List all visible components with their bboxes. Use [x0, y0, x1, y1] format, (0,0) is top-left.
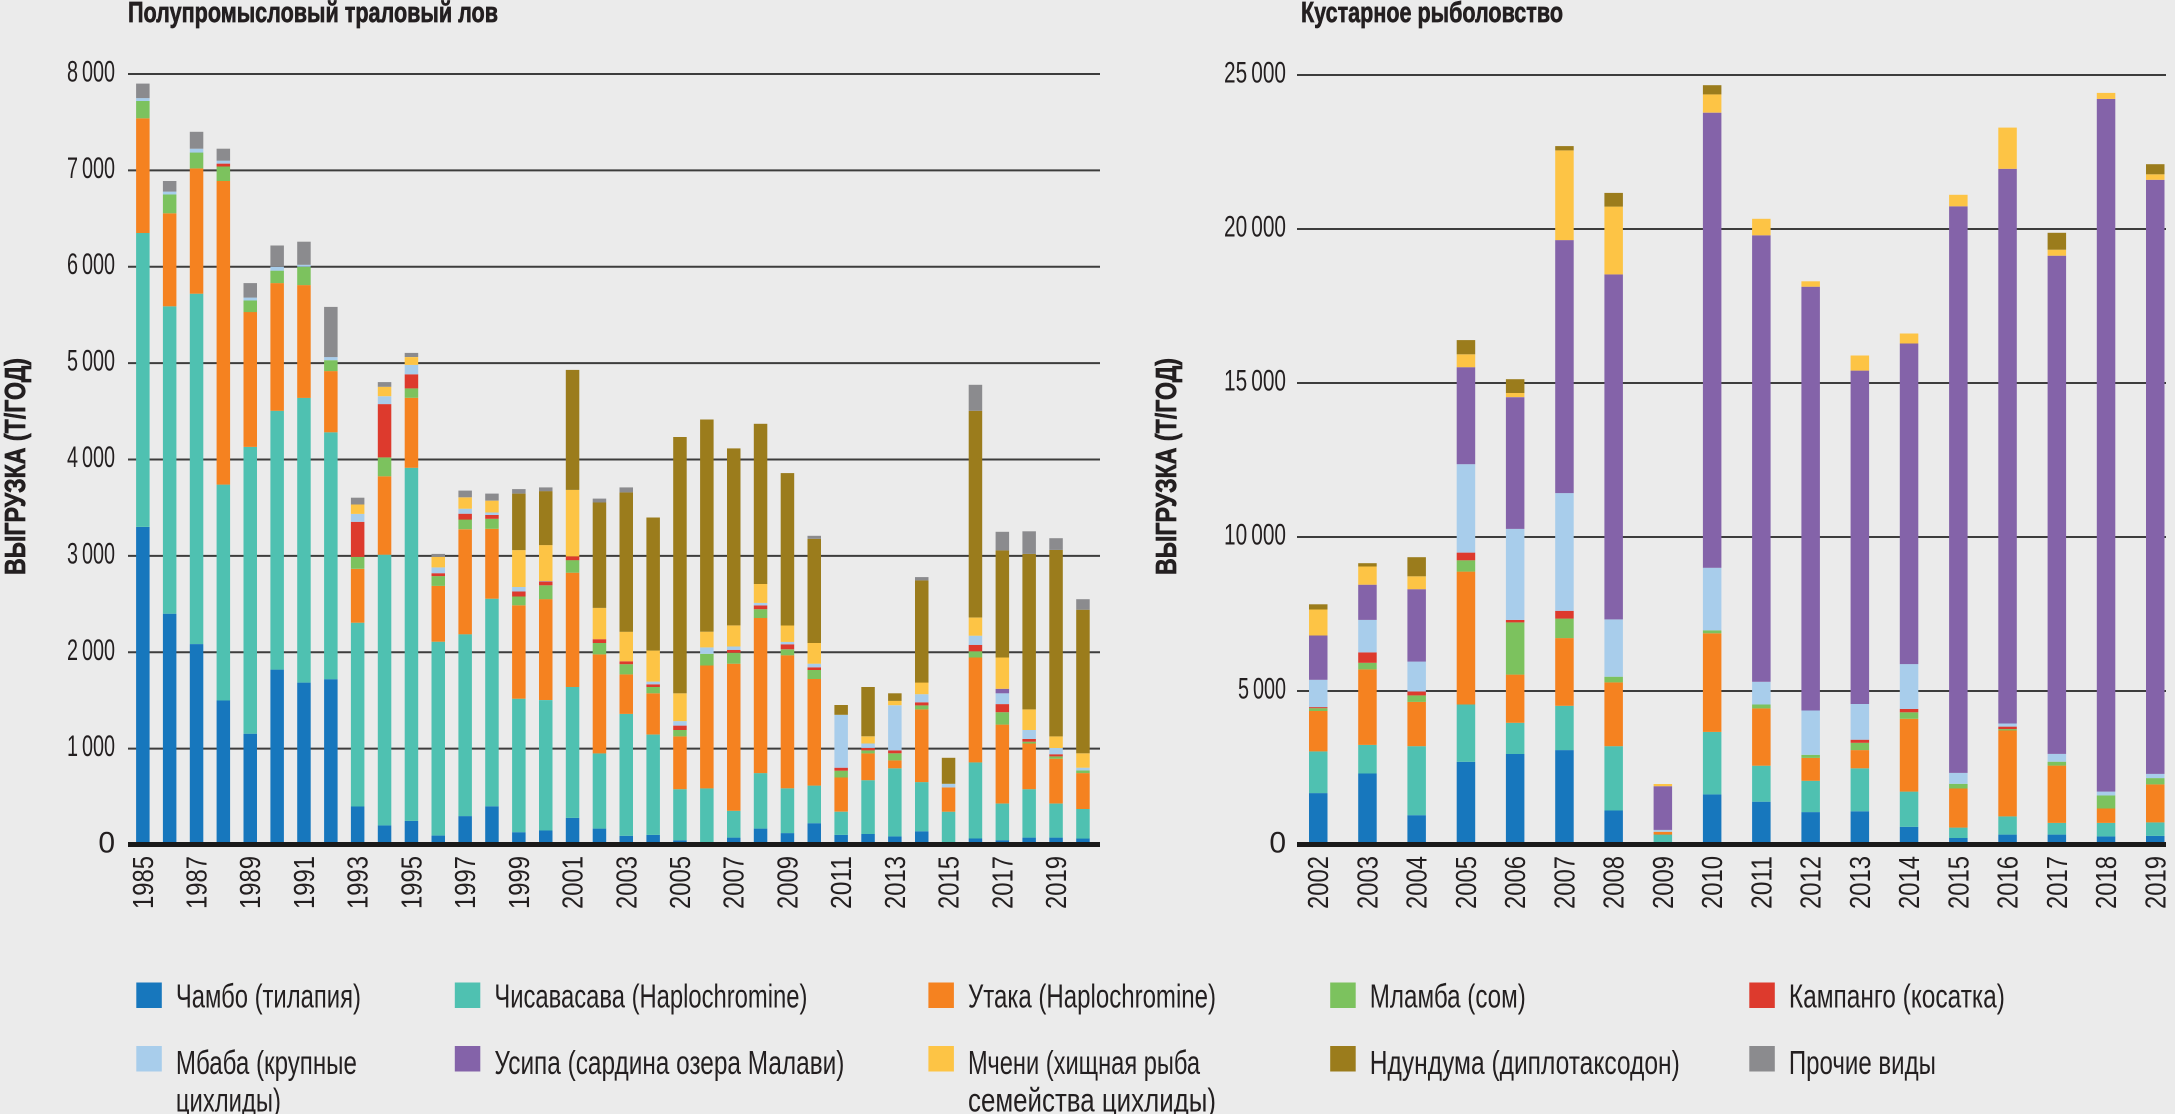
svg-text:2001: 2001	[558, 856, 590, 909]
svg-text:цихлиды): цихлиды)	[176, 1082, 281, 1114]
svg-text:1 000: 1 000	[67, 730, 115, 763]
svg-text:5 000: 5 000	[1238, 673, 1286, 706]
svg-text:2015: 2015	[934, 856, 966, 909]
svg-text:1987: 1987	[182, 856, 214, 909]
svg-text:7 000: 7 000	[67, 152, 115, 185]
svg-text:2006: 2006	[1500, 856, 1532, 909]
svg-text:1989: 1989	[235, 856, 267, 909]
svg-text:2013: 2013	[880, 856, 912, 909]
svg-text:Мбаба (крупные: Мбаба (крупные	[176, 1044, 357, 1081]
svg-text:1997: 1997	[450, 856, 482, 909]
svg-text:10 000: 10 000	[1224, 519, 1286, 552]
svg-text:2017: 2017	[987, 856, 1019, 909]
svg-text:1993: 1993	[343, 856, 375, 909]
svg-text:Кампанго (косатка): Кампанго (косатка)	[1789, 978, 2005, 1015]
svg-text:2007: 2007	[719, 856, 751, 909]
svg-text:2015: 2015	[1943, 856, 1975, 909]
svg-text:ВЫГРУЗКА (Т/ГОД): ВЫГРУЗКА (Т/ГОД)	[0, 358, 32, 575]
svg-text:Ндундума (диплотаксодон): Ндундума (диплотаксодон)	[1370, 1044, 1680, 1081]
svg-text:2012: 2012	[1796, 856, 1828, 909]
svg-text:2018: 2018	[2091, 856, 2123, 909]
svg-text:Прочие виды: Прочие виды	[1789, 1044, 1936, 1081]
svg-text:Усипа (сардина озера Малави): Усипа (сардина озера Малави)	[494, 1044, 844, 1081]
svg-text:3 000: 3 000	[67, 537, 115, 570]
svg-text:семейства цихлиды): семейства цихлиды)	[968, 1082, 1216, 1114]
svg-text:2003: 2003	[1352, 856, 1384, 909]
svg-text:2011: 2011	[1746, 856, 1778, 909]
svg-text:6 000: 6 000	[67, 248, 115, 281]
svg-text:15 000: 15 000	[1224, 365, 1286, 398]
svg-text:Чисавасава (Haplochromine): Чисавасава (Haplochromine)	[494, 978, 807, 1015]
svg-text:0: 0	[1269, 827, 1286, 860]
svg-text:1991: 1991	[289, 856, 321, 909]
svg-text:2017: 2017	[2042, 856, 2074, 909]
svg-text:2009: 2009	[1648, 856, 1680, 909]
svg-text:2002: 2002	[1303, 856, 1335, 909]
svg-text:2004: 2004	[1402, 856, 1434, 909]
svg-text:2008: 2008	[1599, 856, 1631, 909]
svg-text:Кустарное рыболовство: Кустарное рыболовство	[1301, 0, 1563, 29]
svg-text:Чамбо (тилапия): Чамбо (тилапия)	[176, 978, 361, 1015]
svg-text:2010: 2010	[1697, 856, 1729, 909]
svg-text:2011: 2011	[826, 856, 858, 909]
svg-text:1995: 1995	[396, 856, 428, 909]
svg-text:2019: 2019	[2140, 856, 2172, 909]
svg-text:2009: 2009	[772, 856, 804, 909]
svg-text:2 000: 2 000	[67, 634, 115, 667]
svg-text:Мчени (хищная рыба: Мчени (хищная рыба	[968, 1044, 1200, 1081]
svg-text:Утака (Haplochromine): Утака (Haplochromine)	[968, 978, 1216, 1015]
svg-text:2019: 2019	[1041, 856, 1073, 909]
svg-text:0: 0	[98, 827, 115, 860]
svg-text:20 000: 20 000	[1224, 211, 1286, 244]
svg-text:2005: 2005	[665, 856, 697, 909]
svg-text:1999: 1999	[504, 856, 536, 909]
svg-text:2003: 2003	[611, 856, 643, 909]
svg-text:2013: 2013	[1845, 856, 1877, 909]
svg-text:ВЫГРУЗКА (Т/ГОД): ВЫГРУЗКА (Т/ГОД)	[1151, 358, 1183, 575]
svg-text:8 000: 8 000	[67, 56, 115, 89]
svg-text:2016: 2016	[1993, 856, 2025, 909]
svg-text:25 000: 25 000	[1224, 57, 1286, 90]
svg-text:2005: 2005	[1451, 856, 1483, 909]
svg-text:Мламба (сом): Мламба (сом)	[1370, 978, 1526, 1015]
svg-text:5 000: 5 000	[67, 345, 115, 378]
svg-text:4 000: 4 000	[67, 441, 115, 474]
svg-text:2014: 2014	[1894, 856, 1926, 909]
svg-text:Полупромысловый траловый лов: Полупромысловый траловый лов	[128, 0, 498, 29]
svg-text:2007: 2007	[1549, 856, 1581, 909]
svg-text:1985: 1985	[128, 856, 160, 909]
